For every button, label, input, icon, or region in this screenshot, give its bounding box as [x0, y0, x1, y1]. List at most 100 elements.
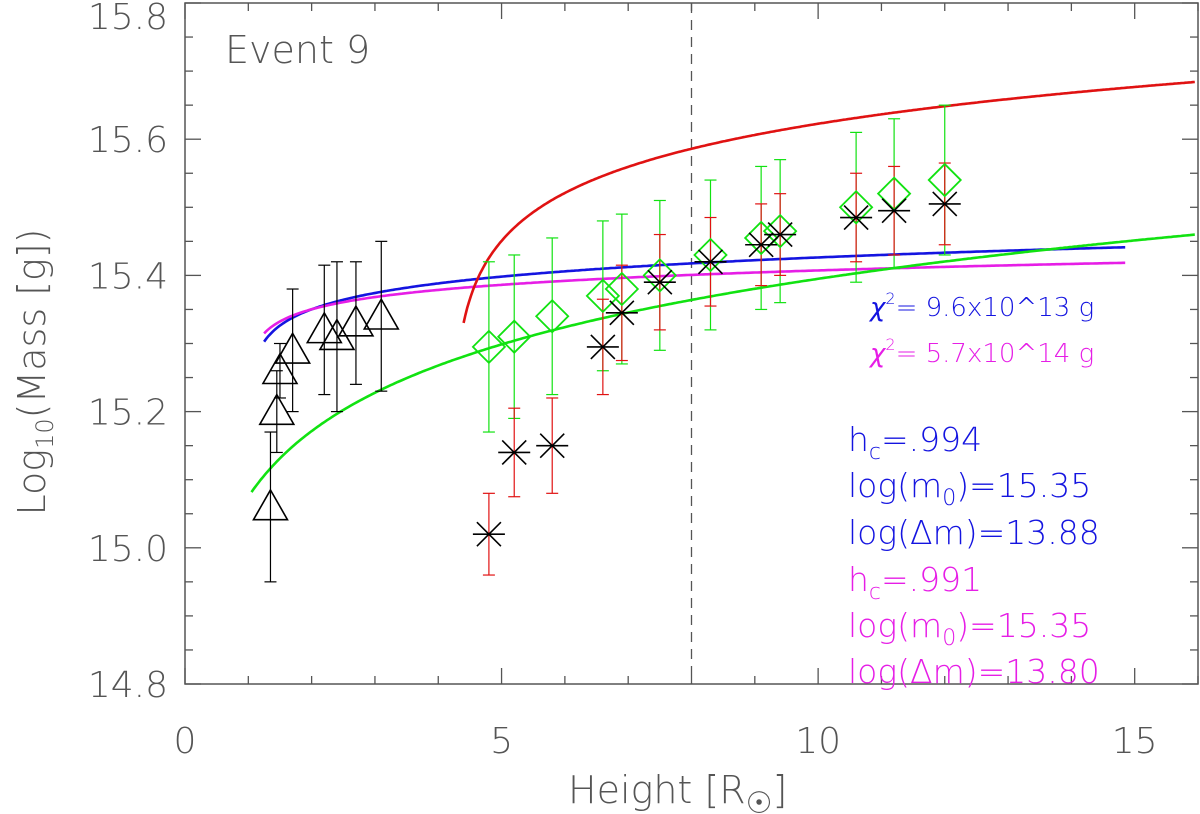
triangle-marker [362, 297, 400, 330]
fit-curve-red-fit [462, 80, 1195, 324]
fit-curves [250, 80, 1195, 493]
triangle-marker [252, 488, 289, 521]
diamond-marker [762, 213, 798, 249]
asterisk-marker [605, 300, 638, 326]
blue-m0-sub: 0 [942, 486, 956, 511]
asterisk-marker [764, 221, 797, 248]
x-tick-label: 0 [174, 721, 197, 762]
triangle-marker [318, 318, 356, 351]
y-axis-label: Log10(Mass [g]) [10, 229, 59, 516]
diamond-marker [604, 271, 640, 307]
triangle-marker [337, 304, 375, 337]
blue-hc-sub: c [869, 440, 881, 465]
error-bar-triangles [318, 264, 331, 396]
asterisk-stroke [476, 521, 502, 547]
triangle-marker [261, 352, 299, 385]
asterisk-stroke [609, 300, 635, 326]
diamond-marker [838, 190, 874, 225]
asterisk-marker [928, 191, 961, 217]
y-axis-label-sub: 10 [31, 418, 59, 449]
chi-symbol-blue: χ [868, 293, 887, 323]
y-tick-label: 15.4 [88, 256, 168, 297]
chi-value-blue: = 9.6x10^13 g [896, 293, 1095, 323]
axes: 0 5 10 15 14.8 15.0 15.2 15.4 15.6 15.8 [88, 0, 1199, 762]
fit-curve-magenta-fit [263, 261, 1126, 335]
error-bars [264, 104, 951, 583]
error-bar-triangles [264, 431, 277, 583]
y-axis-label-rest: (Mass [g]) [10, 229, 54, 419]
asterisk-stroke [932, 191, 958, 217]
error-bar-triangles [286, 288, 299, 413]
chi-sup-blue: 2 [885, 289, 895, 308]
error-bar-diamonds [508, 254, 521, 420]
asterisk-marker [840, 204, 873, 231]
magenta-hc-base: h [848, 560, 869, 599]
chi-symbol-magenta: χ [868, 339, 887, 369]
error-bar-diamonds [482, 261, 495, 433]
asterisk-stroke [881, 198, 907, 224]
asterisk-stroke [843, 204, 869, 231]
svg-text:Log10(Mass [g]): Log10(Mass [g]) [10, 229, 59, 516]
asterisk-marker [536, 433, 569, 459]
sun-symbol-icon: ☉ [746, 786, 773, 814]
asterisk-marker [586, 334, 619, 360]
y-tick-label: 14.8 [88, 665, 168, 706]
magenta-m0-base: log(m [848, 606, 942, 645]
diamond-marker [693, 237, 728, 273]
magenta-param-m0: log(m0)=15.35 [848, 606, 1091, 651]
chart-title: Event 9 [225, 28, 370, 72]
x-tick-label: 5 [490, 721, 513, 762]
blue-param-dm: log(Δm)=13.88 [848, 513, 1100, 552]
asterisk-marker [643, 269, 676, 295]
asterisk-marker [694, 249, 727, 275]
diamond-marker [927, 162, 963, 198]
asterisk-stroke [697, 249, 724, 275]
data-markers [252, 162, 963, 547]
y-axis-label-log: Log [10, 449, 54, 516]
magenta-hc-rest: =.991 [881, 560, 982, 599]
fit-curve-green-fit [250, 233, 1195, 493]
blue-m0-rest: )=15.35 [956, 466, 1091, 505]
chi-square-blue: χ2= 9.6x10^13 g [868, 289, 1094, 323]
magenta-param-dm: log(Δm)=13.80 [848, 652, 1100, 691]
blue-hc-base: h [848, 420, 869, 459]
diamond-marker [496, 319, 532, 354]
x-axis-label-suffix: ] [773, 768, 788, 812]
x-tick-label: 15 [1112, 721, 1158, 762]
y-tick-label: 15.6 [88, 120, 168, 161]
asterisk-stroke [767, 221, 793, 248]
diamond-marker [471, 329, 507, 365]
magenta-m0-rest: )=15.35 [956, 606, 1091, 645]
asterisk-marker [472, 521, 505, 547]
chi-sup-magenta: 2 [885, 335, 895, 354]
diamond-marker [642, 258, 678, 293]
asterisk-stroke [539, 433, 565, 459]
asterisk-marker [745, 232, 778, 258]
fit-curve-blue-fit [263, 246, 1126, 343]
x-tick-label: 10 [795, 721, 841, 762]
asterisk-marker [498, 439, 531, 466]
svg-text:Height [R☉]: Height [R☉] [568, 768, 787, 814]
blue-param-m0: log(m0)=15.35 [848, 466, 1091, 511]
y-tick-label: 15.8 [88, 0, 168, 38]
triangle-marker [258, 392, 296, 426]
error-bar-triangles [270, 370, 283, 454]
magenta-m0-sub: 0 [942, 626, 956, 651]
asterisk-stroke [590, 334, 616, 360]
diamond-marker [585, 278, 621, 314]
x-axis-label: Height [R☉] [568, 768, 787, 814]
diamond-marker [743, 220, 779, 256]
magenta-param-hc: hc=.991 [848, 560, 982, 605]
magenta-hc-sub: c [869, 580, 881, 605]
asterisk-stroke [647, 269, 673, 295]
asterisk-stroke [748, 232, 774, 258]
blue-m0-base: log(m [848, 466, 942, 505]
asterisk-marker [878, 198, 911, 224]
blue-param-hc: hc=.994 [848, 420, 982, 465]
x-axis-label-text: Height [R [568, 768, 746, 812]
error-bar-triangles [375, 240, 388, 392]
asterisk-stroke [501, 439, 527, 466]
diamond-marker [534, 298, 570, 334]
